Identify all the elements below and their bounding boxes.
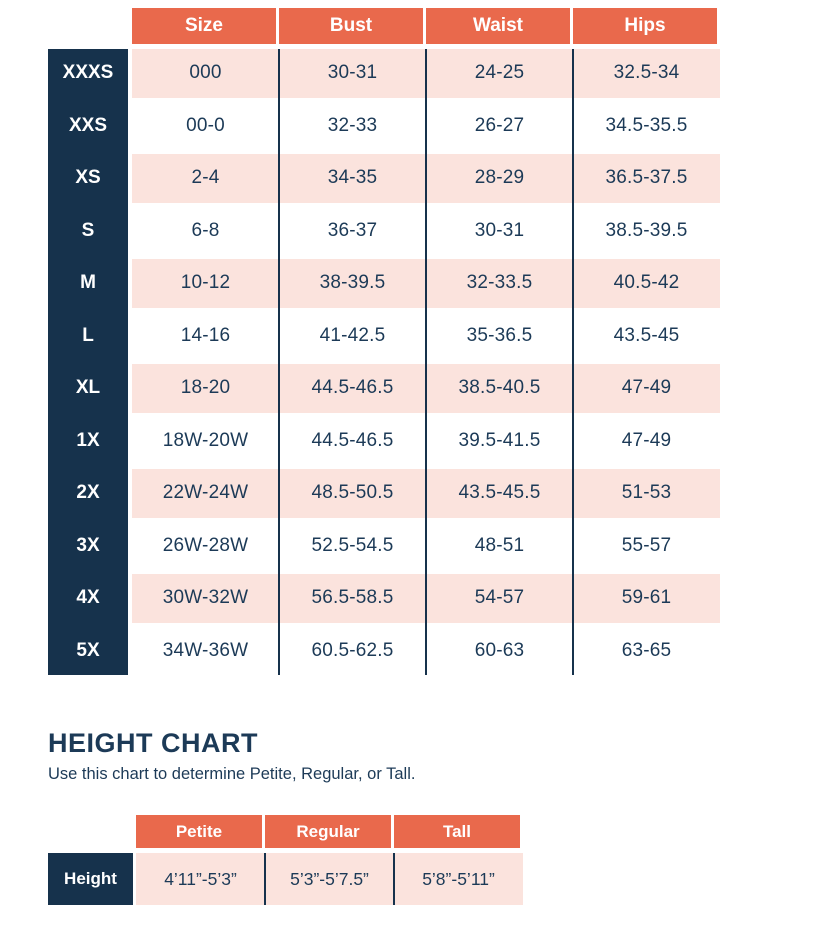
size-chart-table: Size Bust Waist Hips XXXS XXS XS S M L X… [48,8,720,675]
row-label: 1X [76,429,100,451]
col-header-size: Size [132,8,276,44]
cell-size: 14-16 [180,324,231,346]
row-label: 4X [76,587,100,609]
cell-hips: 32.5-34 [613,62,680,84]
size-chart-data-grid: 000 30-31 24-25 32.5-34 00-0 32-33 26-27… [132,49,720,675]
cell-hips: 63-65 [621,639,672,661]
cell-size: 6-8 [191,219,220,241]
row-label: XXXS [62,62,114,84]
table-row: 6-8 36-37 30-31 38.5-39.5 [132,207,720,256]
height-chart-table: Petite Regular Tall Height 4’11”-5’3” 5’… [48,815,523,905]
cell-tall: 5’8”-5’11” [422,868,495,889]
table-row: 34W-36W 60.5-62.5 60-63 63-65 [132,627,720,676]
cell-hips: 51-53 [621,482,672,504]
cell-bust: 60.5-62.5 [311,639,394,661]
table-row: 4’11”-5’3” 5’3”-5’7.5” 5’8”-5’11” [136,853,523,905]
column-divider [572,49,574,675]
row-label: 2X [76,482,100,504]
cell-bust: 44.5-46.5 [311,429,394,451]
row-label: XXS [68,114,108,136]
table-row: 00-0 32-33 26-27 34.5-35.5 [132,102,720,151]
size-chart-body: XXXS XXS XS S M L XL 1X 2X 3X 4X 5X 000 … [48,49,720,675]
cell-hips: 40.5-42 [613,272,680,294]
cell-size: 10-12 [180,272,231,294]
cell-size: 22W-24W [162,482,249,504]
cell-size: 18-20 [180,377,231,399]
cell-hips: 47-49 [621,377,672,399]
col-header-regular: Regular [265,815,391,848]
height-chart-title: HEIGHT CHART [48,728,258,758]
cell-waist: 32-33.5 [466,272,533,294]
col-header-waist: Waist [426,8,570,44]
row-label-height: Height [48,853,133,905]
cell-bust: 30-31 [327,62,378,84]
height-chart-subtitle: Use this chart to determine Petite, Regu… [48,765,416,783]
column-divider [278,49,280,675]
height-chart-header-row: Petite Regular Tall [136,815,523,848]
table-row: 14-16 41-42.5 35-36.5 43.5-45 [132,312,720,361]
cell-waist: 30-31 [474,219,525,241]
size-chart-header-row: Size Bust Waist Hips [132,8,720,44]
cell-size: 00-0 [186,114,225,136]
cell-bust: 34-35 [327,167,378,189]
row-label: M [80,272,96,294]
row-label: L [82,324,94,346]
col-header-bust: Bust [279,8,423,44]
row-label: XL [75,377,101,399]
column-divider [264,853,266,905]
cell-bust: 38-39.5 [319,272,386,294]
cell-size: 30W-32W [162,587,249,609]
cell-bust: 48.5-50.5 [311,482,394,504]
cell-waist: 39.5-41.5 [458,429,541,451]
cell-waist: 24-25 [474,62,525,84]
cell-regular: 5’3”-5’7.5” [290,868,369,889]
row-label: S [81,219,95,241]
cell-bust: 56.5-58.5 [311,587,394,609]
cell-bust: 32-33 [327,114,378,136]
col-header-petite: Petite [136,815,262,848]
row-label: XS [75,167,101,189]
height-chart-body: Height 4’11”-5’3” 5’3”-5’7.5” 5’8”-5’11” [48,853,523,905]
cell-waist: 26-27 [474,114,525,136]
cell-size: 2-4 [191,167,220,189]
cell-waist: 54-57 [474,587,525,609]
row-label: 5X [76,639,100,661]
row-label: 3X [76,534,100,556]
cell-hips: 43.5-45 [613,324,680,346]
column-divider [393,853,395,905]
cell-waist: 43.5-45.5 [458,482,541,504]
table-row: 26W-28W 52.5-54.5 48-51 55-57 [132,522,720,571]
size-chart-row-labels: XXXS XXS XS S M L XL 1X 2X 3X 4X 5X [48,49,128,675]
col-header-hips: Hips [573,8,717,44]
cell-bust: 44.5-46.5 [311,377,394,399]
col-header-tall: Tall [394,815,520,848]
table-row: 18W-20W 44.5-46.5 39.5-41.5 47-49 [132,417,720,466]
cell-size: 18W-20W [162,429,249,451]
cell-size: 34W-36W [162,639,249,661]
cell-waist: 28-29 [474,167,525,189]
cell-size: 000 [189,62,222,84]
cell-waist: 60-63 [474,639,525,661]
cell-bust: 36-37 [327,219,378,241]
column-divider [425,49,427,675]
cell-petite: 4’11”-5’3” [164,868,237,889]
cell-size: 26W-28W [162,534,249,556]
cell-hips: 59-61 [621,587,672,609]
cell-bust: 52.5-54.5 [311,534,394,556]
cell-hips: 36.5-37.5 [605,167,688,189]
cell-hips: 47-49 [621,429,672,451]
cell-bust: 41-42.5 [319,324,386,346]
cell-hips: 55-57 [621,534,672,556]
cell-hips: 34.5-35.5 [605,114,688,136]
cell-hips: 38.5-39.5 [605,219,688,241]
cell-waist: 38.5-40.5 [458,377,541,399]
cell-waist: 35-36.5 [466,324,533,346]
cell-waist: 48-51 [474,534,525,556]
